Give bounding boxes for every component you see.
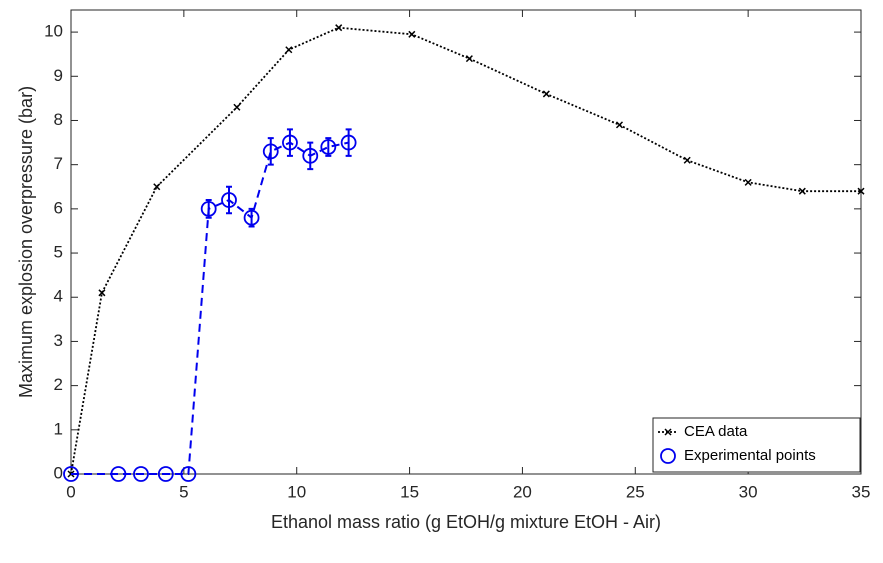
error-bar [325,137,332,157]
data-point [302,147,319,164]
error-bar [205,199,212,219]
data-point [465,55,473,63]
y-tick-label: 0 [54,463,63,482]
data-point [153,183,161,191]
data-point [683,156,691,164]
error-bar [286,128,293,157]
y-axis-title: Maximum explosion overpressure (bar) [16,86,36,398]
data-point [798,187,806,195]
data-point [262,143,279,160]
x-tick-label: 10 [287,482,306,501]
data-point [243,209,260,226]
error-bar [345,128,352,157]
x-tick-label: 20 [513,482,532,501]
data-point [744,178,752,186]
x-axis-title: Ethanol mass ratio (g EtOH/g mixture EtO… [271,512,661,532]
data-point [408,30,416,38]
data-point [320,139,337,155]
data-point [282,134,298,151]
legend-text: CEA data [684,423,748,440]
data-point [542,90,550,98]
data-point [335,24,343,32]
legend-box [652,417,861,473]
y-tick-label: 1 [54,419,63,438]
legend-text: Experimental points [684,447,816,464]
error-bar [248,207,255,228]
data-point [63,466,79,482]
data-point [110,466,127,482]
y-tick-label: 4 [54,287,63,306]
y-tick-label: 8 [54,110,63,129]
data-point [857,187,865,195]
data-point [221,192,237,208]
data-point [285,46,293,54]
data-point [200,200,217,217]
series-line [70,26,861,475]
legend-marker [660,448,676,464]
y-tick-label: 5 [54,243,63,262]
x-tick-label: 30 [739,482,758,501]
x-tick-label: 35 [852,482,871,501]
error-bar [307,141,314,171]
error-bar [226,185,232,215]
legend: CEA data Experimental points [652,417,861,473]
legend-marker [664,428,672,436]
y-tick-label: 7 [54,154,63,173]
x-tick-label: 5 [179,482,188,501]
data-point [340,134,357,151]
plot-frame [70,9,862,475]
data-point [180,466,197,482]
data-point [98,289,106,297]
data-point [133,466,149,482]
data-point [233,103,241,111]
x-tick-label: 0 [66,482,75,501]
y-tick-label: 3 [54,331,63,350]
x-tick-label: 25 [626,482,645,501]
x-tick-label: 15 [400,482,419,501]
data-point [157,466,174,482]
data-point [615,121,624,129]
error-bar [267,137,274,166]
y-tick-label: 9 [54,66,63,85]
y-tick-label: 6 [54,198,63,217]
series-line [71,141,349,475]
y-tick-label: 10 [44,22,63,41]
y-tick-label: 2 [54,375,63,394]
